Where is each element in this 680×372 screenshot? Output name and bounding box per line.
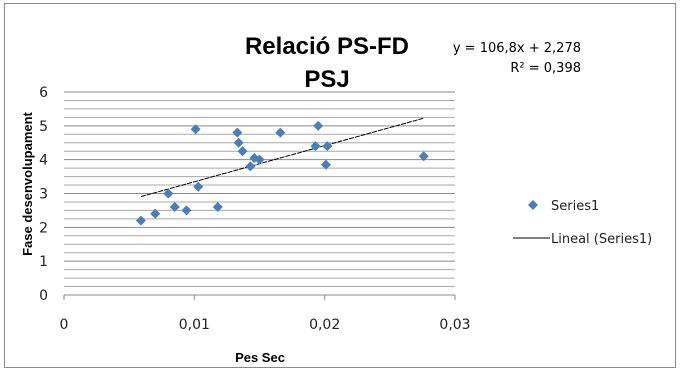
- gridlines: [64, 91, 455, 288]
- trendline-equation: y = 106,8x + 2,278: [453, 41, 581, 56]
- data-point: [193, 181, 204, 192]
- y-tick-label: 6: [39, 85, 48, 101]
- data-point: [150, 208, 161, 219]
- x-tick-label: 0,01: [179, 317, 210, 333]
- x-tick-label: 0,02: [309, 317, 340, 333]
- legend-label-trendline: Lineal (Series1): [551, 232, 652, 247]
- data-point: [320, 159, 331, 170]
- data-point: [275, 127, 286, 138]
- y-tick-label: 0: [39, 288, 48, 304]
- x-axis-ticks: 0 0,01 0,02 0,03: [60, 295, 471, 333]
- data-point: [313, 120, 324, 131]
- data-point: [254, 154, 265, 165]
- legend-label-series1: Series1: [551, 199, 599, 214]
- y-tick-label: 1: [39, 254, 48, 270]
- legend: Series1 Lineal (Series1): [513, 199, 652, 247]
- data-point: [233, 137, 244, 148]
- legend-marker-series1: [528, 200, 538, 210]
- chart-subtitle: PSJ: [304, 66, 349, 93]
- data-point: [249, 152, 260, 163]
- data-point: [181, 205, 192, 216]
- y-tick-label: 5: [39, 119, 48, 135]
- x-tick-label: 0: [60, 317, 69, 333]
- chart-title: Relació PS-FD: [245, 33, 409, 60]
- data-point: [322, 141, 333, 152]
- data-point: [163, 188, 174, 199]
- data-point: [245, 161, 256, 172]
- data-points: [135, 120, 429, 226]
- y-tick-label: 3: [39, 187, 48, 203]
- data-point: [135, 215, 146, 226]
- data-point: [418, 151, 429, 162]
- data-point: [310, 141, 321, 152]
- trendline: [140, 117, 424, 198]
- data-point: [212, 202, 223, 213]
- data-point: [190, 124, 201, 135]
- data-point: [237, 146, 248, 157]
- y-axis-title: Fase desenvolupament: [20, 111, 35, 255]
- data-point: [232, 127, 243, 138]
- y-tick-label: 2: [39, 220, 48, 236]
- trendline-r-squared: R² = 0,398: [510, 61, 581, 76]
- data-point: [169, 202, 180, 213]
- x-tick-label: 0,03: [439, 317, 470, 333]
- y-axis-ticks: 0 1 2 3 4 5 6: [39, 85, 48, 304]
- y-tick-label: 4: [39, 153, 48, 169]
- x-axis-title: Pes Sec: [235, 350, 285, 365]
